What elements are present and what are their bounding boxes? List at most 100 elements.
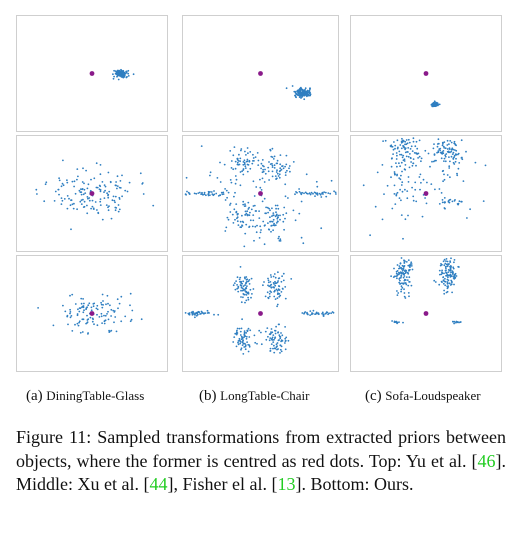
citation-link[interactable]: 13	[277, 474, 296, 494]
sample-point	[426, 181, 428, 184]
sample-point	[294, 96, 297, 98]
sample-point	[92, 318, 94, 321]
sample-point	[412, 158, 415, 160]
sample-point	[209, 174, 211, 177]
sample-point	[196, 312, 199, 315]
sample-point	[459, 321, 462, 323]
sample-point	[450, 148, 453, 151]
sample-point	[405, 143, 408, 146]
panel-bottom-sofa-speaker	[350, 255, 502, 372]
sample-point	[276, 217, 279, 220]
sample-point	[73, 185, 75, 188]
sample-point	[53, 200, 56, 202]
sample-point	[245, 335, 248, 338]
sample-point	[404, 147, 407, 150]
sample-point	[274, 347, 277, 350]
sample-point	[99, 189, 102, 191]
sample-point	[304, 191, 307, 194]
sample-point	[278, 295, 281, 298]
sample-point	[273, 222, 275, 225]
sample-point	[401, 137, 403, 140]
sample-point	[306, 311, 308, 314]
citation-link[interactable]: 46	[477, 450, 496, 471]
sample-point	[408, 295, 410, 298]
sample-point	[401, 181, 404, 184]
sample-point	[325, 195, 328, 198]
sample-point	[205, 194, 207, 197]
sample-point	[284, 337, 287, 340]
sample-point	[224, 199, 227, 201]
sample-point	[249, 288, 252, 291]
sample-point	[252, 205, 255, 207]
sample-point	[201, 311, 203, 314]
sample-point	[279, 154, 282, 156]
sample-point	[398, 150, 401, 153]
panel-top-longtable-chair	[182, 15, 339, 132]
sample-point	[236, 157, 239, 160]
sample-point	[276, 289, 279, 292]
sample-point	[273, 164, 276, 167]
sample-point	[449, 273, 452, 276]
sample-point	[279, 163, 282, 166]
sample-point	[284, 348, 287, 351]
sample-point	[334, 191, 337, 194]
sample-point	[242, 173, 245, 176]
sample-point	[108, 190, 111, 193]
sample-point	[68, 197, 70, 200]
sample-point	[220, 191, 223, 194]
sample-point	[237, 163, 240, 166]
sample-point	[408, 276, 411, 279]
sample-point	[277, 175, 280, 177]
sample-point	[90, 306, 93, 309]
sample-point	[242, 200, 245, 203]
sample-point	[115, 207, 118, 209]
sample-point	[446, 260, 449, 263]
sample-point	[453, 278, 456, 280]
sample-point	[452, 151, 455, 154]
sample-point	[407, 284, 410, 287]
sample-point	[438, 203, 441, 205]
sample-point	[244, 210, 247, 213]
sample-point	[411, 268, 414, 271]
citation-link[interactable]: 44	[149, 474, 168, 494]
sample-point	[70, 199, 73, 201]
sample-point	[399, 165, 401, 168]
sample-point	[376, 171, 379, 174]
sample-point	[305, 92, 308, 95]
sample-point	[394, 203, 397, 205]
sample-point	[66, 179, 68, 182]
sample-point	[213, 313, 215, 316]
sample-point	[249, 329, 252, 332]
sample-point	[267, 284, 269, 287]
sample-point	[436, 145, 439, 148]
sample-point	[443, 258, 446, 261]
sample-point	[244, 348, 247, 351]
sample-point	[92, 208, 95, 210]
sample-point	[276, 342, 279, 344]
sample-point	[316, 185, 319, 188]
sample-point	[241, 318, 243, 321]
sample-point	[294, 94, 296, 97]
sample-point	[434, 103, 437, 105]
sample-point	[269, 347, 272, 350]
sample-point	[275, 282, 278, 284]
sample-point	[398, 267, 400, 270]
sample-point	[274, 332, 277, 335]
sample-point	[443, 201, 446, 204]
sample-point	[73, 202, 75, 205]
sample-point	[121, 174, 123, 177]
sample-point	[414, 188, 417, 191]
sample-point	[446, 139, 449, 142]
sample-point	[251, 293, 253, 295]
sample-point	[300, 86, 302, 89]
sample-point	[96, 209, 98, 211]
sample-point	[249, 219, 252, 222]
sample-point	[274, 337, 276, 340]
sample-point	[278, 323, 280, 326]
sample-point	[437, 150, 440, 152]
sample-point	[284, 183, 287, 186]
sample-point	[142, 193, 145, 195]
sample-point	[403, 279, 406, 282]
sample-point	[320, 196, 323, 198]
sample-point	[420, 160, 422, 163]
